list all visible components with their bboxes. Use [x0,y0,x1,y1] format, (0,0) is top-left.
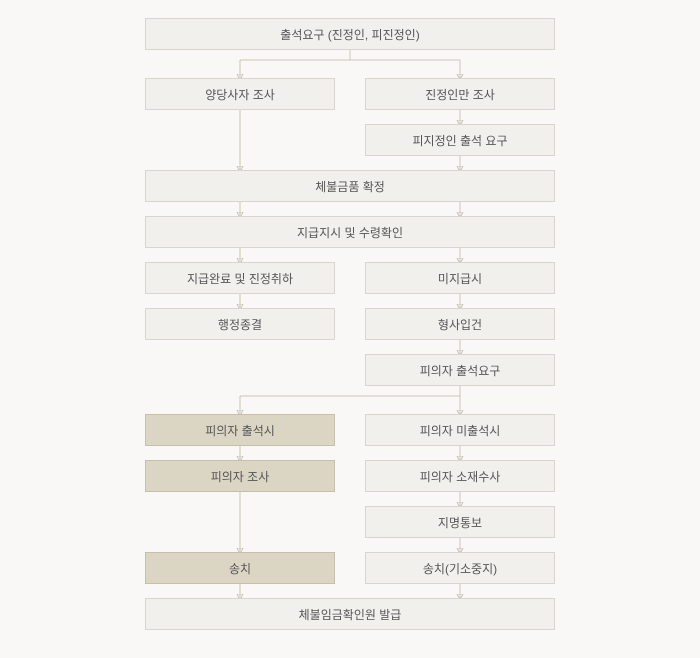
flowchart-node-n4: 피지정인 출석 요구 [365,124,555,156]
flowchart-node-n18: 송치(기소중지) [365,552,555,584]
flowchart-node-n9: 행정종결 [145,308,335,340]
flowchart-node-n16: 지명통보 [365,506,555,538]
flowchart-node-n2: 양당사자 조사 [145,78,335,110]
flowchart-node-n13: 피의자 미출석시 [365,414,555,446]
flowchart-node-n11: 피의자 출석요구 [365,354,555,386]
flowchart-node-n6: 지급지시 및 수령확인 [145,216,555,248]
flowchart-node-n1: 출석요구 (진정인, 피진정인) [145,18,555,50]
flowchart-node-n14: 피의자 조사 [145,460,335,492]
flowchart-node-n17: 송치 [145,552,335,584]
flowchart-node-n12: 피의자 출석시 [145,414,335,446]
flowchart-node-n10: 형사입건 [365,308,555,340]
flowchart-node-n3: 진정인만 조사 [365,78,555,110]
flowchart-node-n7: 지급완료 및 진정취하 [145,262,335,294]
flowchart-node-n5: 체불금품 확정 [145,170,555,202]
flowchart-node-n15: 피의자 소재수사 [365,460,555,492]
flowchart-node-n8: 미지급시 [365,262,555,294]
flowchart-connectors [0,0,700,658]
flowchart-node-n19: 체불임금확인원 발급 [145,598,555,630]
